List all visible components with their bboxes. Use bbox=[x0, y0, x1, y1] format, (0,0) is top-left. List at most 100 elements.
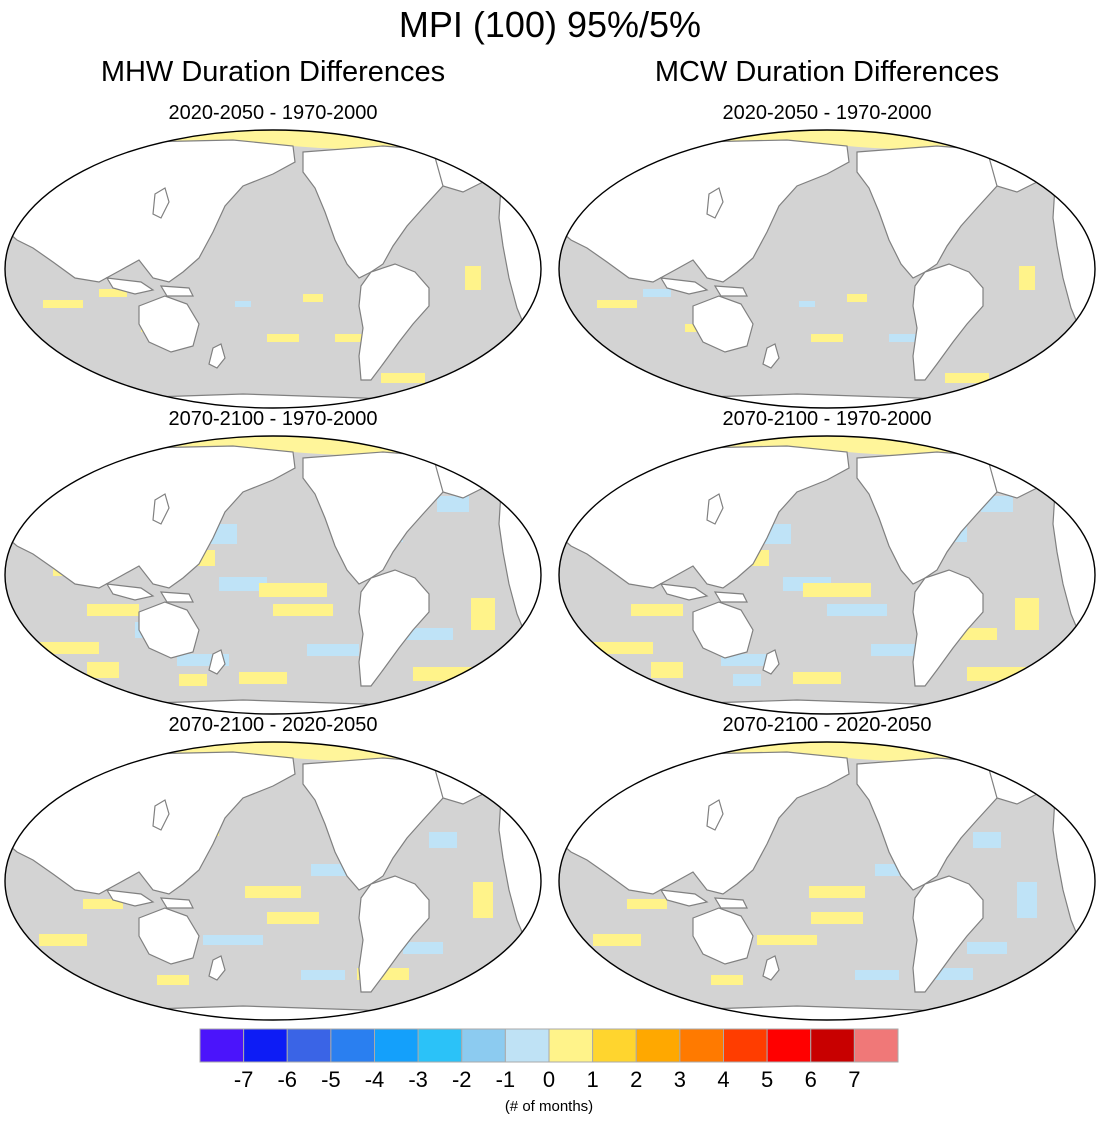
colorbar-tick-label: -5 bbox=[321, 1067, 341, 1092]
map-outline bbox=[4, 741, 542, 1021]
new-zealand-island bbox=[208, 955, 226, 981]
anomaly-patch bbox=[39, 934, 87, 946]
panel-title: 2020-2050 - 1970-2000 bbox=[722, 102, 932, 124]
indonesia-islands bbox=[105, 277, 155, 295]
column-title-mhw: MHW Duration Differences bbox=[100, 56, 446, 88]
colorbar-swatch bbox=[374, 1028, 419, 1063]
anomaly-patch bbox=[267, 912, 319, 924]
map-outline bbox=[558, 435, 1096, 715]
colorbar-swatch bbox=[592, 1028, 637, 1063]
new-guinea-island bbox=[159, 285, 194, 297]
anomaly-patch bbox=[847, 294, 867, 302]
anomaly-patch bbox=[1019, 266, 1035, 290]
panel-title: 2070-2100 - 1970-2000 bbox=[722, 408, 932, 430]
anomaly-patch bbox=[259, 583, 327, 597]
colorbar-tick-label: -6 bbox=[277, 1067, 297, 1092]
anomaly-patch bbox=[465, 266, 481, 290]
indonesia-islands bbox=[659, 277, 709, 295]
panel-title: 2070-2100 - 1970-2000 bbox=[168, 408, 378, 430]
anomaly-patch bbox=[581, 642, 653, 654]
madagascar-island bbox=[5, 935, 14, 962]
colorbar-tick-label: 7 bbox=[848, 1067, 860, 1092]
new-guinea-island bbox=[713, 285, 748, 297]
anomaly-patch bbox=[631, 604, 683, 616]
panel-title: 2070-2100 - 2020-2050 bbox=[722, 714, 932, 736]
colorbar-swatch bbox=[723, 1028, 768, 1063]
map-outline bbox=[4, 129, 542, 409]
anomaly-patch bbox=[721, 654, 773, 666]
anomaly-patch bbox=[473, 882, 493, 918]
australia-landmass bbox=[138, 907, 200, 965]
colorbar-swatch bbox=[766, 1028, 812, 1063]
new-guinea-island bbox=[159, 591, 194, 603]
south-america-landmass bbox=[358, 263, 430, 381]
colorbar-tick-label: -1 bbox=[496, 1067, 516, 1092]
anomaly-patch bbox=[43, 300, 83, 308]
japan-island bbox=[706, 187, 724, 219]
anomaly-patch bbox=[889, 334, 917, 342]
new-zealand-island bbox=[762, 955, 780, 981]
column-title-mcw: MCW Duration Differences bbox=[654, 56, 1000, 88]
anomaly-patch bbox=[413, 667, 473, 681]
anomaly-patch bbox=[27, 642, 99, 654]
anomaly-patch bbox=[429, 832, 457, 848]
anomaly-patch bbox=[273, 604, 333, 616]
colorbar-swatch bbox=[199, 1028, 245, 1063]
anomaly-patch bbox=[203, 935, 263, 945]
anomaly-patch bbox=[871, 644, 923, 656]
anomaly-patch bbox=[87, 662, 119, 678]
map-outline bbox=[558, 129, 1096, 409]
anomaly-patch bbox=[627, 899, 667, 909]
new-zealand-island bbox=[208, 343, 226, 369]
australia-landmass bbox=[692, 601, 754, 659]
anomaly-patch bbox=[711, 975, 743, 985]
indonesia-islands bbox=[659, 889, 709, 907]
colorbar-tick-label: -7 bbox=[234, 1067, 254, 1092]
south-america-landmass bbox=[912, 263, 984, 381]
colorbar-tick-label: 6 bbox=[805, 1067, 817, 1092]
anomaly-patch bbox=[437, 496, 469, 512]
madagascar-island bbox=[5, 629, 14, 656]
anomaly-patch bbox=[799, 301, 815, 307]
colorbar-swatch bbox=[461, 1028, 506, 1063]
colorbar-swatch bbox=[330, 1028, 375, 1063]
colorbar-tick-label: 2 bbox=[630, 1067, 642, 1092]
anomaly-patch bbox=[651, 662, 683, 678]
south-america-landmass bbox=[358, 569, 430, 687]
anomaly-patch bbox=[235, 301, 251, 307]
anomaly-patch bbox=[811, 912, 863, 924]
map-outline bbox=[558, 741, 1096, 1021]
indonesia-islands bbox=[105, 583, 155, 601]
anomaly-patch bbox=[593, 934, 641, 946]
australia-landmass bbox=[138, 295, 200, 353]
colorbar-swatch bbox=[853, 1028, 899, 1063]
anomaly-patch bbox=[303, 294, 323, 302]
world-map-panel-2 bbox=[558, 129, 1096, 409]
anomaly-patch bbox=[803, 583, 871, 597]
anomaly-patch bbox=[793, 672, 841, 684]
world-map-panel-3 bbox=[4, 435, 542, 715]
anomaly-patch bbox=[643, 289, 671, 297]
anomaly-patch bbox=[967, 942, 1007, 954]
figure-title: MPI (100) 95%/5% bbox=[398, 4, 702, 45]
anomaly-patch bbox=[301, 970, 345, 980]
anomaly-patch bbox=[967, 667, 1027, 681]
anomaly-patch bbox=[827, 604, 887, 616]
indonesia-islands bbox=[105, 889, 155, 907]
anomaly-patch bbox=[157, 975, 189, 985]
panel-title: 2070-2100 - 2020-2050 bbox=[168, 714, 378, 736]
madagascar-island bbox=[559, 629, 568, 656]
madagascar-island bbox=[559, 323, 568, 350]
south-america-landmass bbox=[912, 875, 984, 993]
colorbar-tick-label: -3 bbox=[408, 1067, 428, 1092]
anomaly-patch bbox=[179, 674, 207, 686]
anomaly-patch bbox=[335, 334, 363, 342]
japan-island bbox=[152, 187, 170, 219]
anomaly-patch bbox=[267, 334, 299, 342]
anomaly-patch bbox=[381, 373, 425, 383]
colorbar-tick-label: 0 bbox=[543, 1067, 555, 1092]
south-america-landmass bbox=[912, 569, 984, 687]
colorbar-swatch bbox=[810, 1028, 855, 1063]
south-america-landmass bbox=[358, 875, 430, 993]
colorbar-tick-label: 3 bbox=[674, 1067, 686, 1092]
